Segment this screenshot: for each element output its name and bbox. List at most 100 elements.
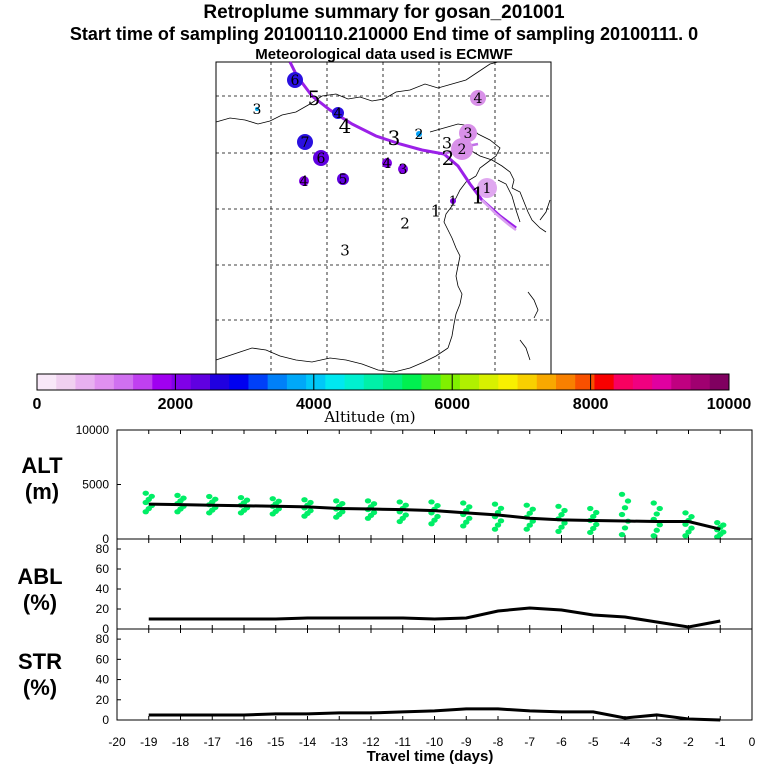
particle-point [653,527,660,533]
particle-point [590,513,597,520]
colorbar-segment [690,374,711,390]
particle-point [720,522,727,528]
particle-point [650,500,657,506]
particle-point [497,518,505,524]
particle-point [466,515,473,521]
x-tick-label: -15 [267,735,285,749]
particle-point [275,498,282,504]
trajectory-marker [459,124,477,142]
particle-point [148,493,155,499]
sampling-times: Start time of sampling 20100110.210000 E… [69,24,699,44]
x-tick-label: -8 [493,735,504,749]
colorbar-segment [402,374,422,390]
colorbar-segment [652,374,672,390]
particle-point [624,498,632,504]
particle-point [434,513,441,520]
day-label: 3 [442,134,452,153]
met-data-note: Meteorological data used is ECMWF [255,46,513,63]
particle-point [206,493,213,500]
day-label: 5 [308,86,321,110]
day-label: 4 [339,114,352,138]
particle-point [587,529,594,536]
panel-frame [116,628,753,721]
colorbar-segment [421,374,442,390]
particle-point [555,528,562,534]
x-tick-label: -13 [331,735,349,749]
x-tick-label: -11 [395,735,412,749]
particle-point [688,514,695,520]
colorbar-tick-label: 4000 [296,396,332,413]
day-label: 4 [300,174,309,190]
day-label: 1 [471,185,485,210]
colorbar-segment [709,374,730,390]
day-label: 4 [474,91,483,107]
particle-point [682,533,689,539]
particle-point [460,523,467,529]
particle-point [650,533,657,539]
x-axis-label: Travel time (days) [366,748,494,765]
particle-point [618,532,626,538]
trajectory-marker [382,158,392,168]
particle-point [618,491,626,497]
main-trajectory [288,61,517,230]
particle-point [307,508,314,514]
particle-point [460,500,467,506]
particle-point [339,500,346,507]
colorbar-tick-label: 10000 [707,396,752,413]
colorbar-segment [325,374,346,390]
day-label: 7 [301,135,310,151]
particle-point [714,520,721,526]
particle-point [212,496,219,502]
x-tick-label: -10 [426,735,444,749]
particle-point [370,501,378,507]
y-tick-label: 80 [96,632,110,646]
particle-point [558,512,565,518]
particle-point [656,522,663,528]
abl-unit: (%) [22,590,58,615]
colorbar-segment [479,374,499,390]
str-label: STR [18,649,62,674]
colorbar-segment [613,374,634,390]
particle-point [561,507,568,514]
y-tick-label: 40 [96,673,110,687]
particle-point [653,511,660,517]
y-tick-label: 5000 [82,478,109,492]
trajectory-marker [299,176,309,186]
colorbar-segment [517,374,538,390]
str-panel: 80 60 40 20 0 [96,628,753,727]
y-tick-label: 80 [96,542,110,556]
day-label: 5 [339,172,348,188]
day-label: 4 [334,106,343,122]
colorbar-segment [594,374,615,390]
colorbar-segment [556,374,576,390]
particle-point [593,509,600,516]
abl-label: ABL [17,564,63,589]
trajectory-marker [313,150,329,166]
x-tick-label: -7 [524,735,535,749]
abl-panel: 80 60 40 20 0 [96,538,753,636]
y-tick-label: 60 [96,562,110,576]
x-tick-label: -1 [715,735,726,749]
particle-point [142,490,149,496]
x-tick-label: -12 [362,735,380,749]
particle-point [402,502,409,508]
colorbar-segment [536,374,557,390]
median-altitude-line [148,502,721,531]
colorbar-segment [440,374,461,390]
colorbar-segment [248,374,269,390]
colorbar-segment [37,374,57,390]
colorbar-segment [671,374,692,390]
colorbar-tick-label: 2000 [158,396,194,413]
y-tick-label: 40 [96,582,110,596]
day-label: 6 [317,151,326,167]
particle-point [396,499,403,505]
colorbar-segment [133,374,153,390]
particle-point [685,529,692,535]
y-tick-label: 20 [96,693,110,707]
y-tick-label: 0 [102,713,109,727]
trajectory-marker [451,138,473,160]
trajectory-marker [477,178,497,198]
particle-point [688,525,695,531]
colorbar-segment [171,374,192,390]
